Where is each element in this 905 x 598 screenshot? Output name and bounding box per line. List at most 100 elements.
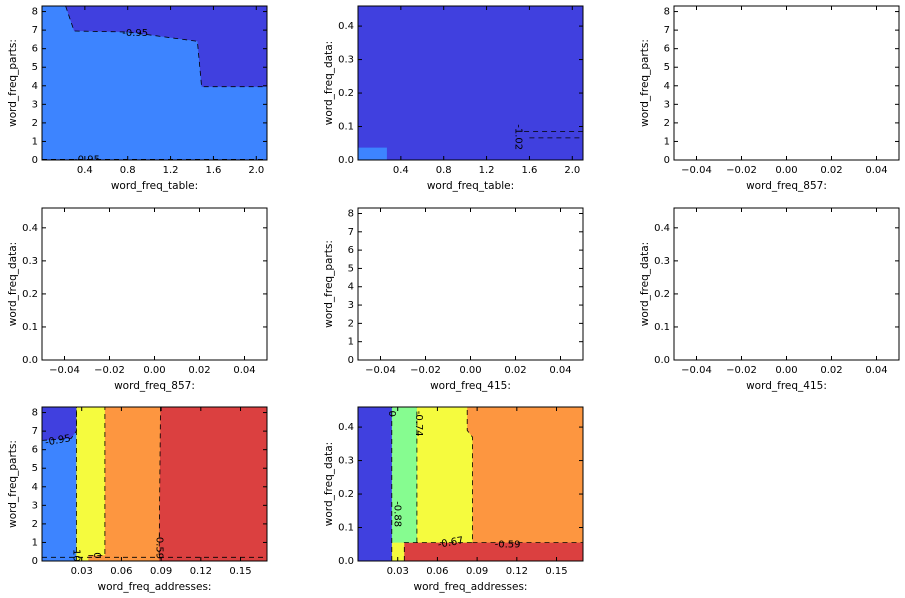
x-tick-label: 0.4 [77, 165, 93, 176]
x-axis-label: word_freq_857: [114, 380, 195, 392]
x-tick-label: 0.15 [545, 566, 567, 577]
contour-label: -0.67 [437, 535, 464, 550]
subplot-5: −0.04 −0.02 0.00 0.02 0.04 0 1 2 3 4 5 6 7 8 word_freq… [323, 207, 584, 392]
x-tick-label: 0.8 [436, 165, 452, 176]
y-tick-label: 0.4 [654, 223, 670, 234]
contour-region-blue [42, 407, 77, 561]
y-tick-label: 8 [348, 208, 354, 219]
x-tick-label: 0.12 [506, 566, 528, 577]
x-tick-label: −0.02 [410, 365, 441, 376]
contour-label: 10 [70, 549, 81, 562]
axes-frame [41, 5, 268, 161]
subplot-7: -0.95 -0.59 0 10 0.03 0.06 0.09 0.12 0.15 0 1 2 3 4 5 6… [7, 406, 268, 593]
x-tick-label: 0.03 [71, 566, 93, 577]
y-tick-label: 0.3 [654, 256, 670, 267]
x-tick-label: 1.6 [205, 165, 221, 176]
contour-line [65, 6, 267, 88]
x-tick-label: −0.04 [365, 365, 396, 376]
plot-area: -1.02 [358, 6, 583, 160]
y-tick-label: 6 [32, 44, 38, 55]
plot-area [358, 208, 583, 360]
contour-region-navy [42, 407, 77, 441]
y-tick-label: 3 [348, 300, 354, 311]
y-tick-label: 0.0 [654, 355, 670, 366]
x-tick-label: 0.02 [820, 165, 842, 176]
y-tick-label: 5 [348, 263, 354, 274]
y-tick-label: 0.0 [338, 155, 354, 166]
contour-label: -0.59 [495, 539, 521, 550]
x-tick-label: 2.0 [248, 165, 264, 176]
contour-label: -0.59 [154, 533, 165, 559]
plot-area [674, 6, 899, 160]
y-tick-label: 3 [32, 99, 38, 110]
y-tick-label: 7 [664, 25, 670, 36]
axes-frame [357, 406, 584, 562]
y-tick-label: 6 [32, 445, 38, 456]
y-tick-label: 0 [664, 155, 670, 166]
y-tick-label: 6 [348, 245, 354, 256]
x-tick-label: 0.4 [393, 165, 409, 176]
x-tick-label: 0.00 [459, 365, 481, 376]
x-axis-label: word_freq_857: [746, 180, 827, 192]
x-tick-label: 0.00 [775, 365, 797, 376]
y-tick-label: 0.1 [654, 322, 670, 333]
y-tick-label: 2 [32, 118, 38, 129]
y-axis-label: word_freq_parts: [7, 39, 19, 127]
axes-frame [357, 5, 584, 161]
x-tick-label: 0.02 [820, 365, 842, 376]
x-tick-label: 1.6 [521, 165, 537, 176]
contour-region-navy [358, 6, 583, 160]
y-tick-label: 0.4 [338, 422, 354, 433]
y-tick-label: 7 [32, 426, 38, 437]
y-axis-label: word_freq_parts: [7, 440, 19, 528]
contour-label: -0.95 [44, 433, 71, 448]
y-tick-label: 0.2 [338, 489, 354, 500]
x-tick-label: 0.06 [426, 566, 448, 577]
x-tick-label: 1.2 [479, 165, 495, 176]
y-axis-label: word_freq_data: [323, 442, 335, 526]
x-tick-label: 0.09 [466, 566, 488, 577]
y-tick-label: 1 [32, 537, 38, 548]
subplot-1: -0.95-0.950.4 0.8 1.2 1.6 2.0012345678word_f… [7, 5, 268, 192]
contour-region-navy [358, 407, 392, 561]
plot-area: -0.95 -0.95 [42, 6, 267, 160]
plot-background [358, 208, 583, 360]
y-tick-label: 4 [32, 81, 38, 92]
y-tick-label: 7 [32, 25, 38, 36]
y-tick-label: 0.3 [338, 456, 354, 467]
y-tick-label: 8 [32, 7, 38, 18]
y-axis-label: word_freq_parts: [323, 240, 335, 328]
subplot-3: −0.04 −0.02 0.00 0.02 0.04 0 1 2 3 4 5 6 7 8 word_freq… [639, 5, 900, 192]
y-axis-label: word_freq_data: [7, 242, 19, 326]
x-axis-label: word_freq_415: [746, 380, 827, 392]
contour-label: -0.74 [413, 411, 424, 437]
plot-area [674, 208, 899, 360]
plot-area [42, 208, 267, 360]
x-tick-label: 0.04 [865, 165, 887, 176]
subplot-4: −0.04 −0.02 0.00 0.02 0.040.00.10.20.30.4wor… [7, 207, 268, 392]
y-tick-label: 0 [32, 155, 38, 166]
contour-label: -0.88 [392, 501, 403, 527]
plot-background [674, 6, 899, 160]
y-tick-label: 8 [664, 7, 670, 18]
y-tick-label: 0.0 [338, 556, 354, 567]
contour-label: 0 [386, 411, 397, 417]
y-tick-label: 2 [32, 519, 38, 530]
contour-label: -0.95 [122, 28, 148, 39]
x-axis-label: word_freq_addresses: [414, 581, 528, 593]
y-tick-label: 3 [32, 500, 38, 511]
x-axis-label: word_freq_addresses: [98, 581, 212, 593]
y-tick-label: 1 [664, 136, 670, 147]
subplot-8: 0 -0.74 -0.88 -0.67 -0.59 0.03 0.06 0.09 0.12 0.1… [323, 406, 584, 593]
x-tick-label: 0.04 [865, 365, 887, 376]
x-axis-label: word_freq_415: [430, 380, 511, 392]
x-axis-label: word_freq_table: [111, 180, 198, 192]
x-tick-label: 0.00 [775, 165, 797, 176]
y-tick-label: 5 [32, 463, 38, 474]
y-tick-label: 0.2 [338, 88, 354, 99]
x-tick-label: −0.02 [94, 365, 125, 376]
y-tick-label: 7 [348, 227, 354, 238]
y-tick-label: 5 [664, 62, 670, 73]
x-axis-label: word_freq_table: [427, 180, 514, 192]
